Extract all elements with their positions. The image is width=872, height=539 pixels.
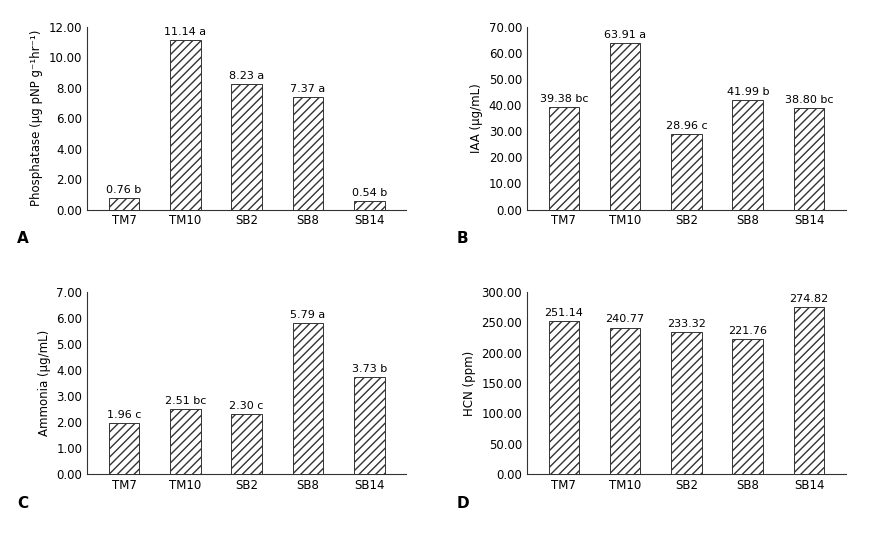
- Text: 38.80 bc: 38.80 bc: [785, 95, 834, 105]
- Bar: [548, 107, 579, 210]
- Text: 0.54 b: 0.54 b: [351, 188, 387, 198]
- Text: 63.91 a: 63.91 a: [604, 30, 646, 39]
- Bar: [794, 108, 824, 210]
- Bar: [109, 198, 140, 210]
- Y-axis label: HCN (ppm): HCN (ppm): [463, 350, 476, 416]
- Text: 274.82: 274.82: [789, 294, 828, 304]
- Bar: [170, 409, 201, 474]
- Text: 11.14 a: 11.14 a: [164, 27, 207, 37]
- Bar: [231, 84, 262, 210]
- Text: 39.38 bc: 39.38 bc: [540, 94, 588, 103]
- Bar: [231, 414, 262, 474]
- Text: 251.14: 251.14: [544, 308, 583, 318]
- Text: 1.96 c: 1.96 c: [106, 410, 141, 420]
- Bar: [671, 333, 702, 474]
- Text: 3.73 b: 3.73 b: [351, 364, 387, 374]
- Bar: [732, 100, 763, 210]
- Text: 240.77: 240.77: [605, 314, 644, 324]
- Text: 233.32: 233.32: [667, 319, 706, 329]
- Text: 2.51 bc: 2.51 bc: [165, 396, 206, 405]
- Y-axis label: IAA (μg/mL): IAA (μg/mL): [470, 84, 483, 153]
- Bar: [354, 202, 385, 210]
- Y-axis label: Phosphatase (μg pNP g⁻¹hr⁻¹): Phosphatase (μg pNP g⁻¹hr⁻¹): [31, 30, 44, 206]
- Text: 0.76 b: 0.76 b: [106, 185, 141, 195]
- Bar: [170, 40, 201, 210]
- Text: D: D: [457, 496, 470, 511]
- Bar: [292, 323, 324, 474]
- Bar: [292, 98, 324, 210]
- Text: 5.79 a: 5.79 a: [290, 310, 325, 320]
- Text: 41.99 b: 41.99 b: [726, 87, 769, 96]
- Bar: [109, 423, 140, 474]
- Text: 7.37 a: 7.37 a: [290, 84, 325, 94]
- Text: C: C: [17, 496, 28, 511]
- Bar: [548, 321, 579, 474]
- Text: 28.96 c: 28.96 c: [665, 121, 707, 131]
- Y-axis label: Ammonia (μg/mL): Ammonia (μg/mL): [37, 330, 51, 436]
- Bar: [610, 43, 641, 210]
- Bar: [671, 134, 702, 210]
- Bar: [610, 328, 641, 474]
- Text: 221.76: 221.76: [728, 326, 767, 336]
- Text: 2.30 c: 2.30 c: [229, 401, 263, 411]
- Text: A: A: [17, 231, 29, 246]
- Text: B: B: [457, 231, 468, 246]
- Bar: [354, 377, 385, 474]
- Bar: [794, 307, 824, 474]
- Text: 8.23 a: 8.23 a: [229, 71, 264, 81]
- Bar: [732, 340, 763, 474]
